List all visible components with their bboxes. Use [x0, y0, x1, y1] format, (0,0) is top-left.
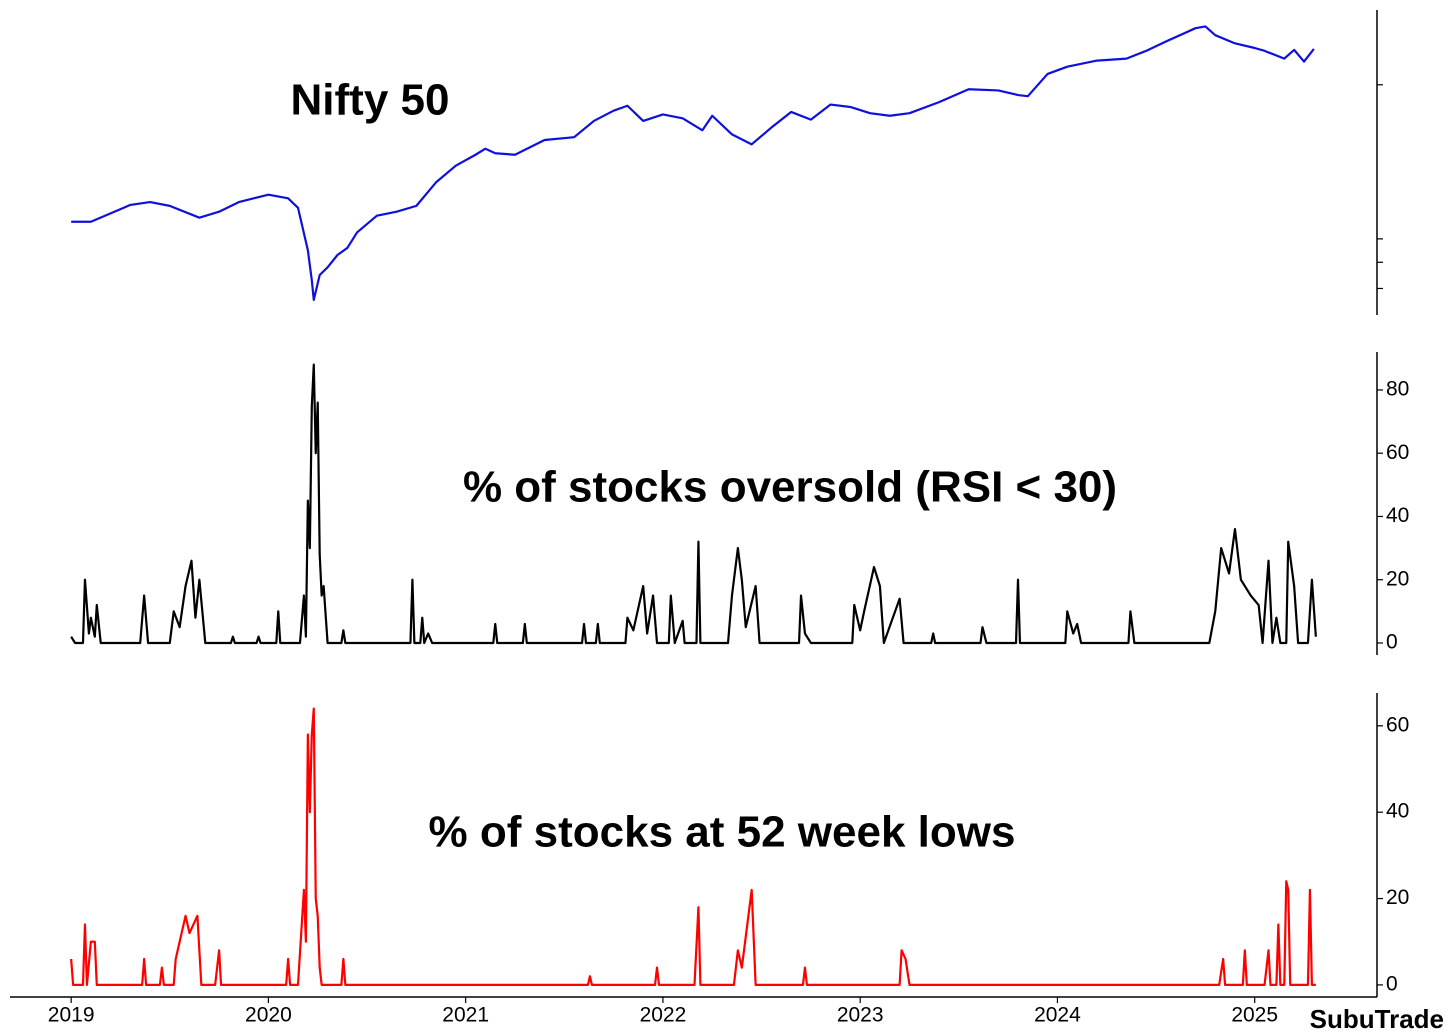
x-tick-label: 2023	[837, 1004, 884, 1027]
panel-title: Nifty 50	[291, 76, 450, 125]
x-tick-label: 2021	[442, 1004, 489, 1027]
data-line	[71, 25, 1315, 301]
y-tick-label: 0	[1386, 631, 1398, 654]
y-tick-label: 40	[1386, 504, 1409, 527]
y-tick-label: 40	[1386, 800, 1409, 823]
x-tick-label: 2024	[1034, 1004, 1081, 1027]
watermark: SubuTrade	[1310, 1004, 1444, 1034]
y-tick-label: 80	[1386, 378, 1409, 401]
y-tick-label: 20	[1386, 886, 1409, 909]
x-tick-label: 2022	[640, 1004, 687, 1027]
x-tick-label: 2025	[1231, 1004, 1278, 1027]
y-tick-label: 60	[1386, 713, 1409, 736]
data-line	[70, 363, 1317, 645]
panel-title: % of stocks oversold (RSI < 30)	[463, 463, 1117, 512]
y-tick-label: 0	[1386, 972, 1398, 995]
x-tick-label: 2020	[245, 1004, 292, 1027]
panel-title: % of stocks at 52 week lows	[429, 808, 1016, 857]
x-tick-label: 2019	[48, 1004, 95, 1027]
y-tick-label: 60	[1386, 441, 1409, 464]
data-line	[70, 707, 1316, 987]
y-tick-label: 20	[1386, 567, 1409, 590]
